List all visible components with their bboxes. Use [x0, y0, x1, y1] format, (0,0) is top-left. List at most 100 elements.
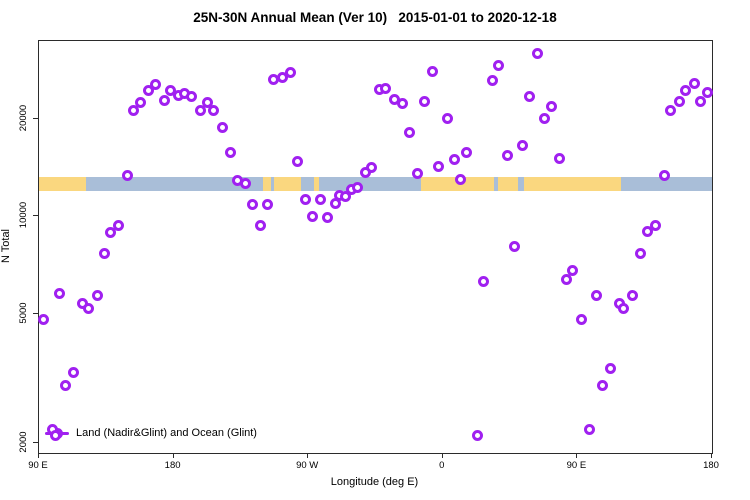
y-tick-label: 20000 — [18, 104, 29, 132]
data-point — [583, 423, 595, 435]
data-point — [314, 193, 326, 205]
data-point — [449, 153, 461, 165]
data-point — [254, 219, 266, 231]
x-tick-label: 180 — [164, 460, 181, 471]
data-point — [217, 122, 229, 134]
data-point — [455, 174, 467, 185]
data-point — [561, 273, 573, 285]
data-point — [618, 302, 630, 314]
data-point — [604, 362, 616, 374]
data-point — [576, 314, 588, 326]
y-tick — [33, 215, 38, 217]
band-segment-land — [273, 176, 301, 191]
data-point — [121, 169, 133, 181]
band-segment-ocean — [318, 176, 422, 191]
data-point — [292, 155, 304, 167]
data-point — [224, 146, 236, 158]
band-segment-ocean — [270, 176, 274, 191]
data-point — [284, 67, 296, 79]
data-point — [546, 101, 558, 113]
data-point — [359, 166, 371, 178]
data-point — [634, 247, 646, 259]
x-tick — [711, 453, 712, 458]
band-segment-land — [523, 176, 621, 191]
data-point — [186, 91, 198, 103]
data-point — [352, 181, 364, 193]
data-point — [664, 104, 676, 116]
data-point — [627, 289, 639, 301]
data-point — [127, 104, 139, 116]
band-segment-land — [39, 176, 87, 191]
data-point — [38, 314, 49, 326]
data-point — [262, 198, 274, 210]
data-point — [432, 160, 444, 172]
legend-label: Land (Nadir&Glint) and Ocean (Glint) — [76, 427, 257, 439]
data-point — [49, 430, 61, 442]
data-point — [91, 289, 103, 301]
data-point — [531, 48, 543, 60]
data-point — [411, 167, 423, 179]
data-point — [67, 366, 79, 378]
x-tick — [441, 453, 443, 458]
data-point — [509, 241, 521, 253]
data-point — [679, 85, 691, 97]
data-point — [477, 275, 489, 287]
band-segment-land — [498, 176, 518, 191]
data-point — [277, 72, 289, 84]
data-point — [195, 104, 207, 116]
data-point — [247, 198, 259, 210]
plot-area: Land (Nadir&Glint) and Ocean (Glint) — [38, 40, 713, 454]
data-point — [642, 225, 654, 237]
data-point — [538, 112, 550, 124]
data-point — [597, 380, 609, 392]
data-point — [404, 127, 416, 139]
data-point — [322, 212, 334, 224]
data-point — [516, 140, 528, 152]
data-point — [202, 97, 214, 109]
data-point — [208, 105, 220, 117]
x-tick — [172, 453, 174, 458]
data-point — [142, 85, 154, 97]
data-point — [396, 98, 408, 110]
data-point — [380, 82, 392, 94]
data-point — [307, 210, 319, 222]
data-point — [150, 78, 162, 90]
data-point — [567, 265, 579, 277]
chart-title: 25N-30N Annual Mean (Ver 10) 2015-01-01 … — [193, 10, 557, 25]
data-point — [694, 96, 706, 108]
data-point — [702, 87, 713, 99]
y-tick-label: 2000 — [18, 431, 29, 453]
data-point — [471, 430, 483, 442]
data-point — [419, 96, 431, 108]
band-segment-land — [314, 176, 319, 191]
data-point — [54, 287, 66, 299]
x-tick-label: 90 E — [566, 460, 587, 471]
band-segment-ocean — [517, 176, 524, 191]
data-point — [299, 193, 311, 205]
band-segment-ocean — [86, 176, 264, 191]
band-segment-ocean — [493, 176, 499, 191]
data-point — [553, 152, 565, 164]
data-point — [239, 178, 251, 190]
x-tick-label: 180 — [703, 460, 719, 471]
y-tick — [33, 441, 38, 443]
data-point — [112, 219, 124, 231]
y-tick-label: 5000 — [18, 302, 29, 324]
band-segment-ocean — [300, 176, 315, 191]
x-tick-label: 0 — [439, 460, 445, 471]
x-tick-label: 90 W — [296, 460, 319, 471]
data-point — [82, 302, 94, 314]
data-point — [441, 113, 453, 125]
data-point — [99, 247, 111, 259]
y-tick — [33, 312, 38, 314]
data-point — [105, 227, 117, 239]
data-point — [673, 96, 685, 108]
data-point — [426, 66, 438, 78]
y-tick — [33, 117, 38, 119]
x-tick-label: 90 E — [28, 460, 48, 471]
band-segment-ocean — [620, 176, 712, 191]
data-point — [135, 97, 147, 109]
x-tick — [307, 453, 309, 458]
x-tick — [38, 453, 39, 458]
